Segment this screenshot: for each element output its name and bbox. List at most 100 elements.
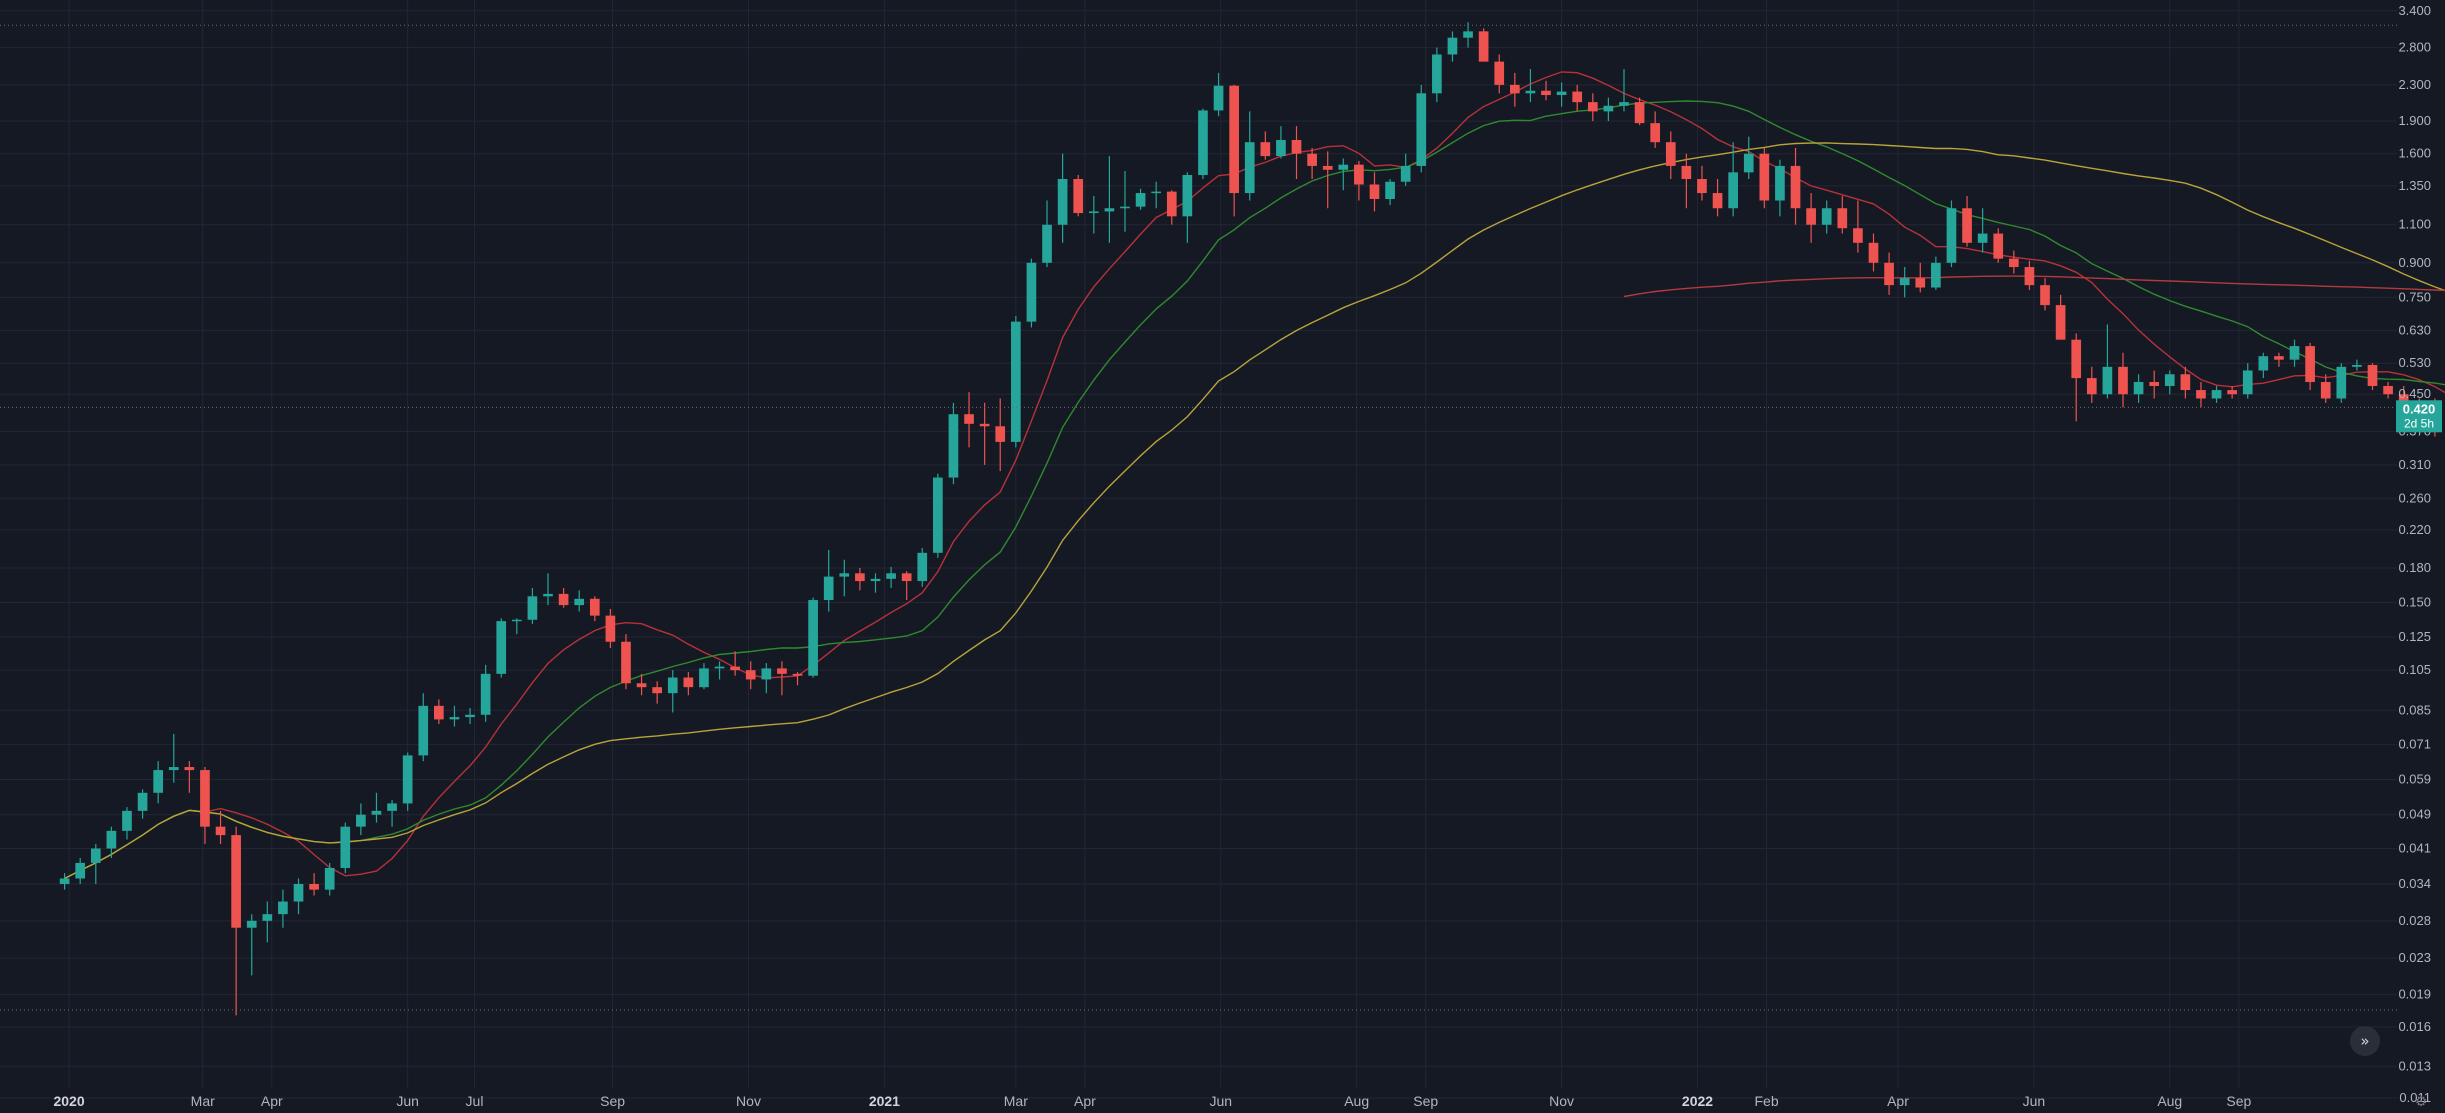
candle-body [1198, 110, 1208, 175]
candle-body [1650, 123, 1661, 143]
candle-body [480, 673, 491, 715]
candle-body [418, 705, 429, 756]
candle-body [1884, 262, 1894, 286]
candle-body [2258, 356, 2269, 371]
candle-body [449, 717, 460, 720]
candle-body [1821, 208, 1832, 225]
x-tick-label: Mar [1004, 1093, 1028, 1109]
moving-average-line [64, 71, 2445, 880]
candle-body [1806, 208, 1816, 225]
candle-body [402, 755, 413, 804]
moving-average-line [64, 142, 2445, 880]
y-tick-label: 0.180 [2398, 560, 2431, 575]
candle-body [2336, 366, 2347, 399]
last-price-value: 0.420 [2403, 401, 2436, 416]
x-tick-label: Aug [2157, 1093, 2182, 1109]
last-price-label: 0.420 2d 5h [2396, 400, 2442, 433]
candle-body [168, 767, 179, 771]
y-tick-label: 0.105 [2398, 662, 2431, 677]
x-tick-label: 2020 [53, 1093, 84, 1109]
candle-body [1556, 91, 1567, 96]
x-tick-label: Apr [1074, 1093, 1096, 1109]
candle-body [434, 705, 444, 720]
candle-body [2071, 339, 2082, 379]
candle-body [2305, 346, 2315, 382]
candle-body [855, 573, 865, 582]
y-tick-label: 0.630 [2398, 322, 2431, 337]
candle-body [2040, 285, 2050, 306]
chart-settings-button[interactable]: ⚙ [2412, 1093, 2430, 1111]
candle-body [1385, 181, 1395, 199]
candle-body [1166, 191, 1177, 217]
y-tick-label: 0.071 [2398, 736, 2431, 751]
x-tick-label: Sep [1413, 1093, 1438, 1109]
candle-body [2149, 381, 2160, 386]
y-tick-label: 0.059 [2398, 771, 2431, 786]
y-tick-label: 1.900 [2398, 113, 2431, 128]
candle-body [1712, 193, 1723, 209]
candle-body [2211, 390, 2222, 399]
candle-body [1509, 84, 1520, 94]
candle-body [917, 552, 928, 582]
candle-body [184, 767, 195, 771]
candle-body [1135, 193, 1146, 207]
x-tick-label: 2021 [869, 1093, 900, 1109]
candle-body [2133, 381, 2144, 395]
candle-body [714, 666, 725, 669]
candle-body [730, 666, 740, 671]
candle-body [1104, 208, 1115, 212]
y-tick-label: 0.125 [2398, 629, 2431, 644]
candle-body [1993, 233, 2004, 259]
y-tick-label: 0.028 [2398, 913, 2431, 928]
candle-body [948, 414, 959, 478]
x-tick-label: Aug [1344, 1093, 1369, 1109]
candle-body [1759, 153, 1770, 201]
candle-body [1057, 179, 1068, 225]
candle-body [1743, 153, 1754, 173]
candle-body [901, 573, 912, 582]
candle-body [2289, 346, 2300, 360]
double-chevron-right-icon: » [2360, 1032, 2370, 1050]
x-tick-label: Sep [2226, 1093, 2251, 1109]
time-axis[interactable]: 2020 Mar Apr Jun Jul Sep Nov 2021 Mar Apr Jun Aug Se… [53, 1093, 2251, 1109]
x-tick-label: 2022 [1682, 1093, 1713, 1109]
candle-body [636, 683, 647, 688]
candle-body [1478, 31, 1489, 62]
candle-body [1322, 165, 1333, 170]
x-tick-label: Sep [600, 1093, 625, 1109]
candle-body [823, 576, 834, 601]
candle-body [59, 878, 70, 884]
y-tick-label: 0.034 [2398, 876, 2431, 891]
candle-body [995, 426, 1006, 442]
candle-body [2196, 390, 2206, 399]
candle-body [2242, 370, 2253, 395]
candle-body [2118, 366, 2128, 395]
candle-body [979, 423, 990, 427]
candle-body [2009, 258, 2019, 268]
candle-body [1182, 174, 1193, 217]
y-tick-label: 0.900 [2398, 255, 2431, 270]
gear-icon: ⚙ [2414, 1094, 2428, 1110]
candle-body [1042, 224, 1052, 263]
candle-body [745, 670, 756, 680]
x-tick-label: Jul [466, 1093, 484, 1109]
scroll-to-realtime-button[interactable]: » [2350, 1026, 2380, 1056]
candle-body [293, 883, 304, 902]
candle-body [777, 668, 787, 674]
candle-body [1665, 142, 1676, 166]
candle-body [761, 668, 772, 680]
candle-body [1276, 139, 1286, 157]
candle-body [1681, 165, 1692, 180]
candle-body [1587, 102, 1598, 112]
y-tick-label: 0.310 [2398, 457, 2431, 472]
x-tick-label: Jun [2023, 1093, 2046, 1109]
candle-body [1260, 142, 1271, 157]
candle-body [1010, 321, 1021, 442]
candle-body [246, 920, 257, 928]
y-tick-label: 0.023 [2398, 950, 2431, 965]
candle-body [1962, 208, 1972, 243]
candle-body [1697, 179, 1707, 194]
candle-body [309, 883, 319, 890]
